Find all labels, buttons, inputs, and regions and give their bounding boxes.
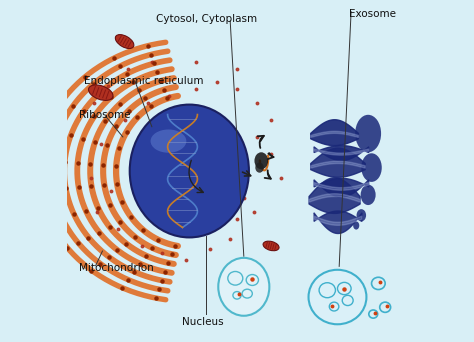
Ellipse shape bbox=[183, 165, 195, 177]
Ellipse shape bbox=[165, 144, 213, 198]
Ellipse shape bbox=[177, 158, 201, 184]
Ellipse shape bbox=[147, 124, 231, 218]
Ellipse shape bbox=[361, 185, 375, 205]
Ellipse shape bbox=[172, 151, 207, 191]
Ellipse shape bbox=[218, 258, 269, 316]
Text: Ribosome: Ribosome bbox=[79, 110, 130, 120]
Text: Mitochondrion: Mitochondrion bbox=[79, 263, 154, 273]
Ellipse shape bbox=[130, 105, 249, 237]
Ellipse shape bbox=[353, 221, 359, 229]
Ellipse shape bbox=[263, 241, 279, 251]
Ellipse shape bbox=[154, 131, 225, 211]
Ellipse shape bbox=[136, 111, 243, 231]
FancyBboxPatch shape bbox=[53, 0, 421, 342]
Text: Nucleus: Nucleus bbox=[182, 317, 224, 327]
Ellipse shape bbox=[160, 138, 219, 204]
Ellipse shape bbox=[255, 162, 264, 173]
Ellipse shape bbox=[309, 270, 366, 324]
Ellipse shape bbox=[255, 152, 268, 169]
Text: Endoplasmic reticulum: Endoplasmic reticulum bbox=[84, 76, 203, 86]
Ellipse shape bbox=[356, 209, 366, 221]
Text: Cytosol, Cytoplasm: Cytosol, Cytoplasm bbox=[156, 14, 257, 24]
Ellipse shape bbox=[151, 130, 186, 153]
Ellipse shape bbox=[130, 105, 249, 237]
Ellipse shape bbox=[89, 85, 113, 101]
Ellipse shape bbox=[115, 35, 134, 49]
Text: Exosome: Exosome bbox=[349, 9, 396, 19]
Ellipse shape bbox=[361, 153, 382, 182]
Ellipse shape bbox=[142, 118, 237, 224]
Ellipse shape bbox=[355, 115, 381, 152]
